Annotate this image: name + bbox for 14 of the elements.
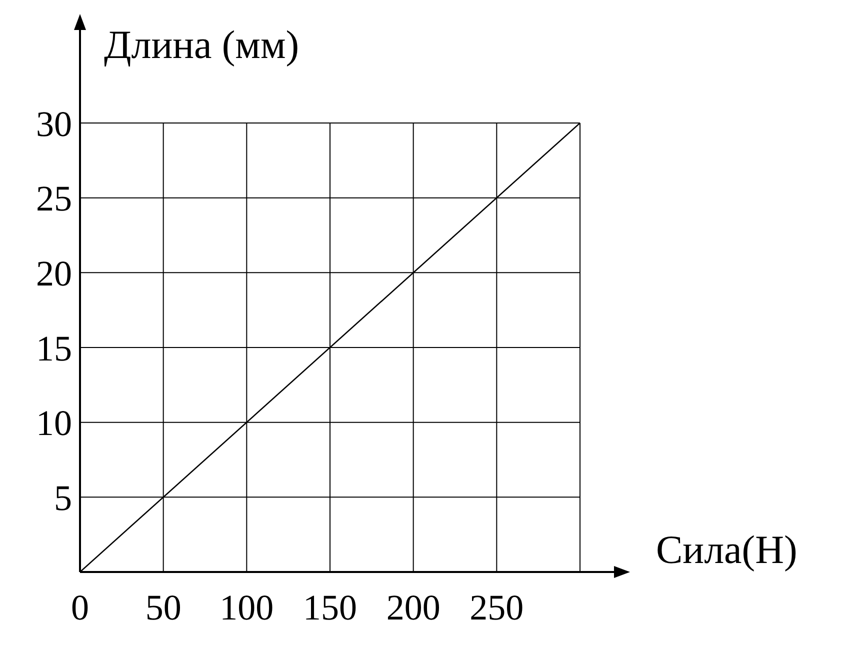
y-tick-label: 5 — [54, 478, 72, 518]
x-tick-label: 0 — [71, 588, 89, 628]
x-tick-label: 150 — [303, 588, 357, 628]
x-tick-label: 200 — [386, 588, 440, 628]
y-tick-label: 30 — [36, 104, 72, 144]
y-tick-label: 25 — [36, 178, 72, 219]
y-tick-label: 15 — [36, 328, 72, 368]
y-tick-label: 10 — [36, 403, 72, 444]
x-tick-label: 100 — [220, 588, 274, 628]
x-tick-label: 250 — [470, 588, 524, 628]
x-axis-title: Сила(Н) — [656, 527, 798, 572]
y-axis-title: Длина (мм) — [104, 22, 300, 67]
x-tick-label: 50 — [145, 588, 182, 628]
y-tick-label: 20 — [36, 253, 72, 294]
